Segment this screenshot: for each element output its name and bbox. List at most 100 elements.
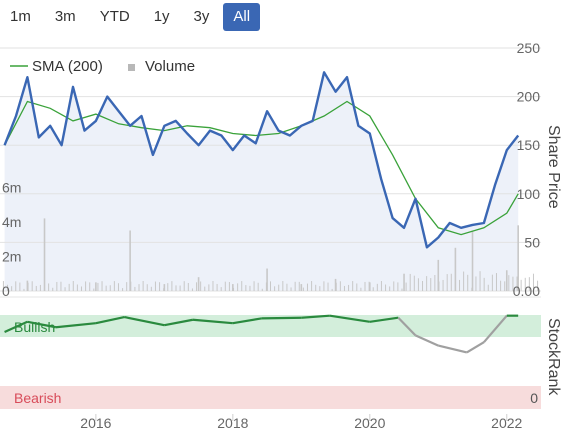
- y-tick-label: 100: [517, 186, 541, 202]
- volume-bar: [150, 286, 152, 291]
- price-area-fill: [4, 72, 519, 291]
- volume-bar: [159, 282, 161, 291]
- volume-bar: [64, 287, 66, 291]
- x-tick-label: 2022: [491, 415, 522, 431]
- volume-bar: [224, 281, 226, 291]
- volume-bar: [208, 284, 210, 291]
- range-button-1m[interactable]: 1m: [10, 8, 31, 25]
- volume-bar: [101, 281, 103, 291]
- volume-tick-label: 6m: [2, 179, 21, 195]
- volume-bar: [368, 281, 370, 291]
- stockrank-segment: [301, 314, 330, 319]
- volume-bar: [463, 271, 465, 291]
- volume-bar: [319, 286, 321, 291]
- volume-bar: [290, 287, 292, 291]
- volume-bar: [532, 273, 534, 291]
- volume-bar: [450, 273, 452, 291]
- volume-legend-swatch: [128, 64, 135, 71]
- volume-bar: [93, 288, 95, 291]
- range-button-3m[interactable]: 3m: [54, 8, 76, 25]
- volume-bar: [163, 288, 165, 291]
- volume-bar: [72, 281, 74, 291]
- stockrank-segment: [4, 320, 28, 334]
- volume-bar: [524, 277, 526, 291]
- volume-bar: [315, 284, 317, 291]
- range-button-3y[interactable]: 3y: [193, 8, 210, 25]
- stockrank-panel: [0, 314, 541, 409]
- volume-bar: [80, 286, 82, 291]
- volume-bar: [397, 282, 399, 291]
- stockrank-axis-title: StockRank: [545, 318, 562, 396]
- volume-bar: [389, 286, 391, 291]
- stockrank-segment: [164, 318, 194, 327]
- x-tick-label: 2020: [354, 415, 385, 431]
- volume-bar: [401, 288, 403, 291]
- volume-bar: [196, 282, 198, 291]
- volume-bar: [306, 283, 308, 291]
- volume-bar: [146, 284, 148, 291]
- volume-bar: [516, 276, 518, 291]
- volume-bar: [68, 283, 70, 291]
- range-selector: 1m 3m YTD 1y 3y All: [0, 2, 264, 32]
- volume-bar: [475, 276, 477, 291]
- volume-bar: [95, 282, 97, 291]
- volume-bar: [360, 287, 362, 291]
- volume-bar: [528, 277, 530, 291]
- volume-bar: [113, 281, 115, 291]
- stockrank-segment: [329, 314, 370, 323]
- range-button-ytd[interactable]: YTD: [99, 8, 130, 25]
- volume-bar: [216, 283, 218, 291]
- volume-bar: [491, 274, 493, 291]
- volume-bar: [171, 281, 173, 291]
- volume-bar: [403, 273, 405, 291]
- stockrank-segment: [192, 318, 233, 325]
- volume-bar: [253, 281, 255, 291]
- volume-bar: [265, 282, 267, 291]
- volume-bar: [479, 271, 481, 291]
- volume-bar: [212, 281, 214, 291]
- stockrank-segment: [27, 320, 57, 329]
- volume-bar: [311, 281, 313, 291]
- volume-bar: [191, 288, 193, 291]
- volume-bar: [413, 275, 415, 291]
- volume-bar: [2, 281, 4, 291]
- volume-tick-label: 4m: [2, 214, 21, 230]
- volume-bar: [122, 288, 124, 291]
- volume-bar: [266, 268, 268, 291]
- volume-bar: [31, 281, 33, 291]
- volume-bar: [483, 277, 485, 291]
- volume-bar: [257, 282, 259, 291]
- volume-bar: [286, 283, 288, 291]
- volume-bar: [537, 280, 539, 291]
- volume-bars: [2, 218, 539, 291]
- volume-bar: [504, 281, 506, 291]
- volume-bar: [376, 283, 378, 291]
- range-button-1y[interactable]: 1y: [153, 8, 170, 25]
- x-tick-label: 2018: [217, 415, 248, 431]
- volume-bar: [237, 283, 239, 291]
- volume-bar: [380, 281, 382, 291]
- stockrank-segment: [95, 315, 125, 325]
- bullish-label: Bullish: [14, 319, 55, 335]
- volume-bar: [385, 284, 387, 291]
- volume-bar: [454, 283, 456, 291]
- volume-bar: [352, 281, 354, 291]
- volume-bar: [495, 273, 497, 291]
- volume-bar: [270, 281, 271, 291]
- volume-bar: [508, 275, 510, 291]
- volume-bar: [19, 282, 21, 291]
- volume-bar: [434, 275, 436, 291]
- volume-bar: [364, 281, 366, 291]
- volume-bar: [327, 282, 329, 291]
- bearish-band: [0, 386, 541, 409]
- range-button-all[interactable]: All: [223, 3, 261, 31]
- volume-bar: [52, 287, 54, 291]
- volume-bar: [27, 282, 29, 291]
- y-tick-label: 0.00: [513, 283, 540, 299]
- volume-bar: [430, 278, 432, 291]
- bearish-label: Bearish: [14, 390, 61, 406]
- volume-bar: [204, 286, 206, 291]
- volume-bar: [89, 282, 91, 291]
- volume-bar: [405, 282, 407, 291]
- volume-bar: [426, 276, 428, 291]
